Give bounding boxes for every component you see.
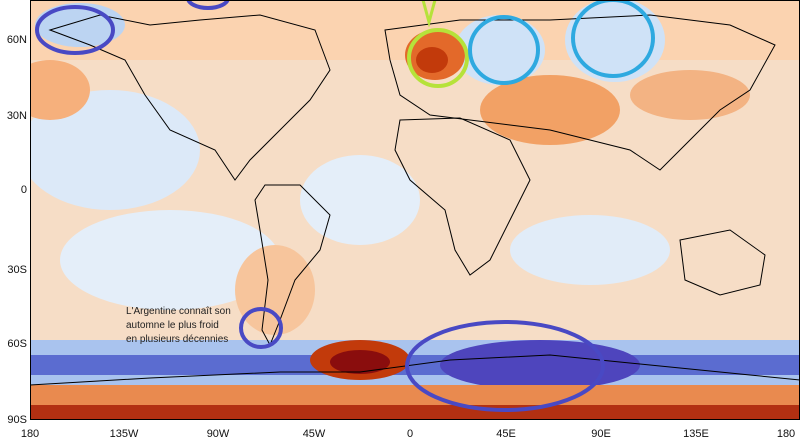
field-warm-s-atlantic — [235, 245, 315, 335]
annotation-line: automne le plus froid — [126, 320, 219, 331]
lat-label-60n: 60N — [6, 34, 27, 46]
lon-label-0: 0 — [406, 428, 414, 440]
north-america-outline — [48, 14, 331, 181]
lon-label-180w: 180 — [20, 428, 40, 440]
field-cool-siberia — [565, 0, 665, 82]
western-russia-circle — [468, 15, 540, 85]
argentina-annotation: L'Argentine connaît son automne le plus … — [126, 305, 266, 347]
annotation-line: en plusieurs décennies — [126, 334, 229, 345]
canada-top-circle — [186, 0, 230, 10]
lon-label-90w: 90W — [206, 428, 230, 440]
eurasia-outline — [384, 14, 776, 171]
alaska-circle — [35, 5, 115, 55]
antarctica-outline — [30, 354, 800, 386]
patagonia-circle — [239, 307, 283, 349]
field-cool-pacific-n — [30, 90, 200, 210]
central-europe-circle — [407, 28, 469, 88]
lat-label-30n: 30N — [6, 110, 27, 122]
coastlines — [30, 14, 800, 386]
anomaly-map — [30, 0, 800, 420]
lon-label-45w: 45W — [302, 428, 326, 440]
lon-label-180e: 180 — [776, 428, 796, 440]
annotation-line: L'Argentine connaît son — [126, 306, 231, 317]
field-pole-band — [30, 405, 800, 420]
east-antarctica-circle — [405, 320, 605, 412]
lon-label-135e: 135E — [683, 428, 709, 440]
field-cool-indian — [510, 215, 670, 285]
field-hot-europe — [416, 47, 448, 73]
anomaly-map-canvas — [30, 0, 800, 420]
lat-label-30s: 30S — [7, 264, 27, 276]
lat-label-0: 0 — [20, 184, 27, 196]
lon-label-90e: 90E — [591, 428, 611, 440]
field-cold-east-antarctica — [440, 340, 640, 390]
australia-outline — [679, 229, 766, 296]
africa-outline — [394, 117, 531, 276]
field-warm-china — [630, 70, 750, 120]
field-warm-mideast — [480, 75, 620, 145]
field-cool-atlantic — [300, 155, 420, 245]
south-america-outline — [254, 184, 331, 347]
lat-label-60s: 60S — [7, 338, 27, 350]
lime-pointer — [421, 0, 437, 28]
lon-label-135w: 135W — [109, 428, 139, 440]
field-extreme-weddell — [330, 350, 390, 374]
field-warm-pacific — [30, 60, 90, 120]
field-cool-pacific-s — [60, 210, 280, 310]
highlight-circles — [35, 0, 655, 412]
lon-label-45e: 45E — [496, 428, 516, 440]
lat-label-90s: 90S — [7, 414, 27, 426]
siberia-circle — [571, 0, 655, 78]
